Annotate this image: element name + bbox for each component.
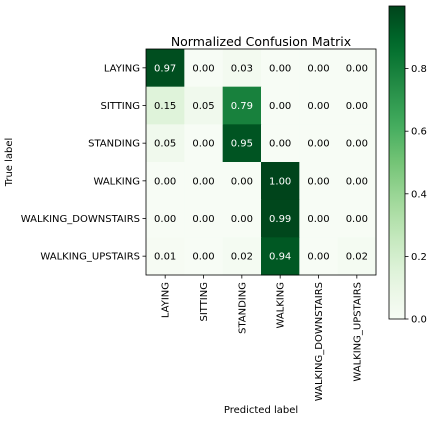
cell-value-label: 0.02 bbox=[346, 252, 368, 263]
x-tick-label: LAYING bbox=[161, 282, 172, 318]
cell-value-label: 0.15 bbox=[154, 101, 176, 112]
y-tick-label: WALKING bbox=[94, 176, 141, 187]
cell-value-label: 0.00 bbox=[192, 214, 214, 225]
cell-value-label: 0.97 bbox=[154, 63, 176, 74]
heatmap-cells: 0.97 0.00 0.03 0.00 0.00 0.00 0.15 0.05 0.79 0.00… bbox=[146, 49, 377, 276]
colorbar-tick-label: 0.4 bbox=[411, 189, 427, 200]
x-axis-label: Predicted label bbox=[224, 405, 298, 416]
column-tick-labels: LAYING SITTING STANDING WALKING WALKING_DOWN… bbox=[161, 275, 364, 401]
x-tick-label: STANDING bbox=[237, 282, 248, 334]
cell-value-label: 0.00 bbox=[307, 214, 329, 225]
cell-value-label: 1.00 bbox=[269, 176, 291, 187]
cell-value-label: 0.99 bbox=[269, 214, 291, 225]
cell-value-label: 0.94 bbox=[269, 252, 291, 263]
x-tick-label: SITTING bbox=[199, 282, 210, 322]
colorbar-tick-label: 0.8 bbox=[411, 64, 427, 75]
chart-title: Normalized Confusion Matrix bbox=[171, 34, 351, 49]
cell-value-label: 0.00 bbox=[307, 252, 329, 263]
cell-value-label: 0.00 bbox=[269, 63, 291, 74]
cell-value-label: 0.00 bbox=[346, 176, 368, 187]
cell-value-label: 0.00 bbox=[192, 176, 214, 187]
cell-value-label: 0.00 bbox=[269, 101, 291, 112]
cell-value-label: 0.00 bbox=[307, 139, 329, 150]
cell-value-label: 0.79 bbox=[231, 101, 253, 112]
y-tick-label: SITTING bbox=[100, 101, 140, 112]
y-tick-label: LAYING bbox=[104, 63, 140, 74]
cell-value-label: 0.00 bbox=[269, 139, 291, 150]
cell-value-label: 0.05 bbox=[192, 101, 214, 112]
cell-value-label: 0.00 bbox=[192, 63, 214, 74]
row-tick-labels: LAYING SITTING STANDING WALKING WALKING_DOWN… bbox=[21, 63, 146, 262]
cell-value-label: 0.00 bbox=[154, 214, 176, 225]
y-tick-label: STANDING bbox=[88, 139, 140, 150]
cell-value-label: 0.00 bbox=[346, 214, 368, 225]
colorbar-gradient bbox=[389, 6, 405, 319]
cell-value-label: 0.00 bbox=[307, 176, 329, 187]
cell-value-label: 0.00 bbox=[307, 63, 329, 74]
colorbar-tick-label: 0.6 bbox=[411, 127, 427, 138]
y-axis-label: True label bbox=[4, 138, 15, 188]
cell-value-label: 0.00 bbox=[307, 101, 329, 112]
y-tick-label: WALKING_DOWNSTAIRS bbox=[21, 214, 140, 225]
colorbar-tick-label: 0.0 bbox=[411, 315, 427, 326]
x-tick-label: WALKING bbox=[276, 282, 287, 329]
cell-value-label: 0.00 bbox=[346, 101, 368, 112]
cell-value-label: 0.05 bbox=[154, 139, 176, 150]
cell-value-label: 0.00 bbox=[231, 176, 253, 187]
cell-value-label: 0.00 bbox=[154, 176, 176, 187]
x-tick-label: WALKING_UPSTAIRS bbox=[352, 282, 363, 382]
x-tick-label: WALKING_DOWNSTAIRS bbox=[314, 282, 325, 401]
y-tick-label: WALKING_UPSTAIRS bbox=[40, 252, 140, 263]
cell-value-label: 0.00 bbox=[346, 139, 368, 150]
cell-value-label: 0.00 bbox=[192, 139, 214, 150]
cell-value-label: 0.00 bbox=[231, 214, 253, 225]
cell-value-label: 0.03 bbox=[231, 63, 253, 74]
cell-value-label: 0.00 bbox=[346, 63, 368, 74]
cell-value-label: 0.01 bbox=[154, 252, 176, 263]
cell-value-label: 0.00 bbox=[192, 252, 214, 263]
cell-value-label: 0.02 bbox=[231, 252, 253, 263]
colorbar: 0.0 0.2 0.4 0.6 0.8 bbox=[389, 6, 427, 326]
colorbar-tick-label: 0.2 bbox=[411, 252, 427, 263]
cell-value-label: 0.95 bbox=[231, 139, 253, 150]
